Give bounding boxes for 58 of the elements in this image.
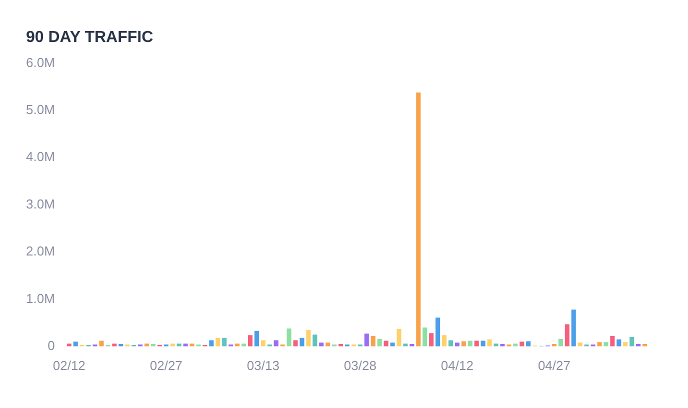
bar [442,335,447,346]
bar [429,333,434,346]
x-tick-label: 02/27 [150,358,182,373]
bar [494,344,498,346]
bar [558,338,563,346]
y-tick-label: 3.0M [26,196,55,212]
bar [480,340,486,346]
bar [190,344,194,346]
bar [390,342,395,346]
bar [630,336,634,346]
bar [254,330,259,346]
bar [384,340,388,346]
bar [319,342,324,346]
bar [99,340,104,346]
bar [520,342,524,346]
bar [623,342,628,346]
bar [597,342,602,346]
bar [286,328,292,346]
bar [312,334,318,346]
bar [326,342,330,346]
bar [468,340,472,346]
bar [300,338,304,346]
bar [370,336,376,346]
y-tick-label: 1.0M [26,290,55,306]
y-tick-label: 2.0M [26,244,55,259]
bar [564,324,570,346]
y-tick-label: 0 [48,338,55,353]
bar [364,334,369,346]
x-tick-label: 04/27 [538,358,570,373]
bar [610,336,615,346]
bar [248,335,253,346]
bar [461,341,466,346]
bar [454,342,460,346]
y-tick-label: 4.0M [26,149,55,164]
bar [578,342,582,346]
x-tick-label: 03/28 [344,358,376,373]
bar [604,342,608,346]
y-tick-label: 6.0M [26,54,55,70]
bar [377,338,382,346]
bar [571,310,576,346]
bar [216,338,220,346]
bar [306,330,311,346]
x-tick-label: 03/13 [246,358,280,373]
bar [487,339,492,346]
bar [396,328,402,346]
bar [616,339,622,346]
bar [422,328,428,346]
bar [222,338,227,346]
bar [436,318,440,346]
bar [526,341,531,346]
y-tick-label: 5.0M [26,102,55,117]
chart-title: 90 DAY TRAFFIC [26,29,154,46]
bar [416,92,421,346]
x-tick-label: 02/12 [52,358,86,373]
bar [73,342,78,346]
x-tick-label: 04/12 [440,358,474,373]
bar [293,340,298,346]
bar [474,340,479,346]
